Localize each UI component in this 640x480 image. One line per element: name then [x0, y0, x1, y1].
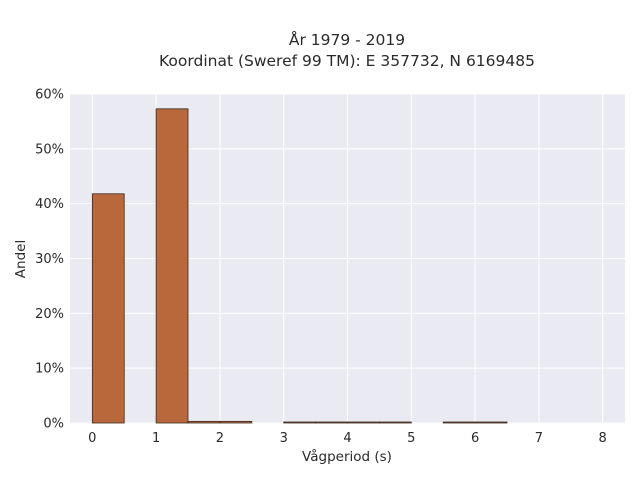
histogram-bar: [474, 421, 508, 424]
x-axis-label: Vågperiod (s): [302, 448, 392, 465]
x-axis-ticks: 0 1 2 3 4 5 6 7 8: [88, 431, 607, 446]
histogram-bar: [187, 420, 221, 424]
y-tick-label: 60%: [35, 88, 64, 103]
histogram-bar: [378, 421, 412, 424]
x-tick-label: 5: [407, 431, 415, 446]
y-tick-label: 20%: [35, 307, 64, 322]
x-tick-label: 4: [343, 431, 351, 446]
histogram-bar: [347, 421, 380, 424]
y-tick-label: 50%: [35, 142, 64, 157]
x-tick-label: 1: [152, 431, 160, 446]
histogram-bar: [442, 421, 476, 424]
histogram-bars: [91, 108, 508, 424]
y-tick-label: 10%: [35, 362, 64, 377]
x-tick-label: 7: [535, 431, 543, 446]
y-tick-label: 40%: [35, 197, 64, 212]
histogram-bar: [155, 108, 189, 424]
y-tick-label: 30%: [35, 252, 64, 267]
y-axis-ticks: 0% 10% 20% 30% 40% 50% 60%: [35, 88, 64, 432]
x-tick-label: 3: [280, 431, 288, 446]
y-axis-label: Andel: [13, 240, 29, 278]
histogram-bar: [219, 420, 253, 424]
chart-title-line-2: Koordinat (Sweref 99 TM): E 357732, N 61…: [159, 52, 535, 70]
x-tick-label: 0: [88, 431, 96, 446]
histogram-bar: [315, 421, 348, 424]
chart-title-line-1: År 1979 - 2019: [289, 30, 405, 49]
x-tick-label: 2: [216, 431, 224, 446]
histogram-bar: [283, 421, 317, 424]
histogram-bar: [91, 193, 125, 424]
x-tick-label: 6: [471, 431, 479, 446]
y-tick-label: 0%: [43, 417, 64, 432]
x-tick-label: 8: [599, 431, 607, 446]
